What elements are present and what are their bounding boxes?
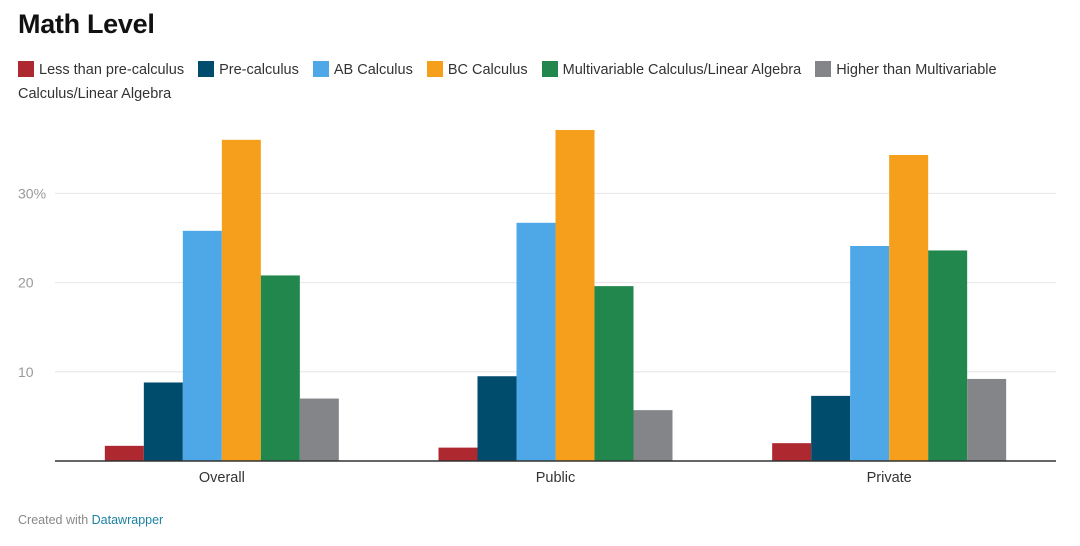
legend-swatch bbox=[426, 61, 443, 77]
legend-item: BC Calculus bbox=[426, 61, 528, 78]
bar bbox=[516, 222, 556, 461]
bar bbox=[182, 230, 222, 461]
chart-title: Math Level bbox=[18, 9, 155, 39]
legend-label: Multivariable Calculus/Linear Algebra bbox=[562, 62, 802, 78]
legend-label: Less than pre-calculus bbox=[39, 62, 185, 78]
bar bbox=[477, 376, 517, 461]
x-tick-label: Overall bbox=[199, 470, 245, 486]
bar bbox=[299, 398, 339, 461]
bar bbox=[967, 378, 1007, 461]
y-tick-label: 30% bbox=[18, 185, 46, 201]
legend-label: Pre-calculus bbox=[219, 62, 299, 78]
bar bbox=[104, 445, 144, 461]
footer-text: Created with bbox=[18, 513, 92, 527]
bar bbox=[811, 395, 851, 461]
legend-swatch bbox=[198, 61, 215, 77]
legend-item: Pre-calculus bbox=[198, 61, 299, 78]
legend-swatch bbox=[541, 61, 558, 77]
bar bbox=[889, 154, 929, 461]
bar bbox=[555, 130, 595, 461]
legend-item: Higher than Multivariable Calculus/Linea… bbox=[18, 61, 997, 102]
legend-label: AB Calculus bbox=[333, 62, 413, 78]
bar bbox=[143, 382, 183, 461]
legend-swatch bbox=[815, 61, 832, 77]
legend-swatch bbox=[312, 61, 329, 77]
datawrapper-link[interactable]: Datawrapper bbox=[91, 513, 164, 527]
x-tick-label: Public bbox=[536, 470, 576, 486]
bar bbox=[594, 286, 634, 461]
legend-label: Higher than Multivariable Calculus/Linea… bbox=[18, 62, 997, 102]
legend-label: BC Calculus bbox=[447, 62, 528, 78]
legend-item: Less than pre-calculus bbox=[18, 61, 185, 78]
legend-item: AB Calculus bbox=[312, 61, 413, 78]
bar bbox=[221, 139, 261, 461]
bar bbox=[772, 443, 812, 461]
legend: Less than pre-calculus Pre-calculus AB Cal… bbox=[18, 58, 1028, 106]
bar bbox=[928, 250, 968, 461]
legend-item: Multivariable Calculus/Linear Algebra bbox=[541, 61, 802, 78]
y-tick-label: 20 bbox=[18, 275, 34, 291]
legend-swatch bbox=[18, 61, 34, 77]
y-tick-label: 10 bbox=[18, 364, 34, 380]
bar bbox=[633, 410, 673, 461]
x-tick-label: Private bbox=[867, 470, 912, 486]
bar bbox=[260, 275, 300, 461]
bar bbox=[850, 245, 890, 461]
bar bbox=[438, 447, 478, 461]
footer-credit: Created with Datawrapper bbox=[18, 513, 163, 527]
